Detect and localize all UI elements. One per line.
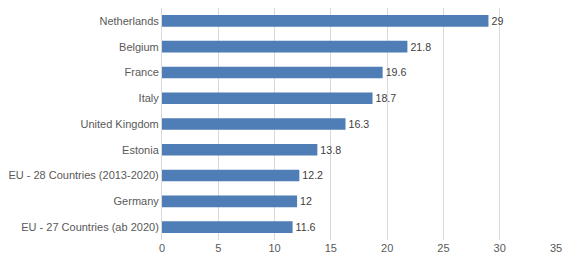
- svg-text:30: 30: [494, 242, 506, 254]
- svg-text:Estonia: Estonia: [122, 144, 160, 156]
- svg-text:15: 15: [325, 242, 337, 254]
- svg-text:United Kingdom: United Kingdom: [81, 118, 159, 130]
- svg-text:16.3: 16.3: [349, 118, 370, 130]
- svg-text:Germany: Germany: [114, 195, 160, 207]
- svg-text:France: France: [125, 66, 159, 78]
- svg-text:35: 35: [550, 242, 562, 254]
- svg-text:12: 12: [300, 195, 312, 207]
- svg-text:13.8: 13.8: [320, 144, 341, 156]
- svg-text:Belgium: Belgium: [119, 41, 159, 53]
- svg-text:EU - 28 Countries (2013-2020): EU - 28 Countries (2013-2020): [8, 169, 158, 181]
- svg-text:11.6: 11.6: [296, 221, 316, 233]
- svg-text:12.2: 12.2: [302, 169, 323, 181]
- svg-text:EU - 27 Countries (ab 2020): EU - 27 Countries (ab 2020): [21, 221, 159, 233]
- svg-text:0: 0: [159, 242, 165, 254]
- svg-text:10: 10: [268, 242, 280, 254]
- svg-text:5: 5: [215, 242, 221, 254]
- svg-text:29: 29: [491, 15, 503, 27]
- svg-text:25: 25: [437, 242, 449, 254]
- svg-text:20: 20: [381, 242, 393, 254]
- svg-text:18.7: 18.7: [376, 92, 397, 104]
- svg-text:19.6: 19.6: [386, 66, 407, 78]
- svg-text:Italy: Italy: [139, 92, 160, 104]
- svg-text:21.8: 21.8: [410, 41, 431, 53]
- svg-text:Netherlands: Netherlands: [99, 15, 159, 27]
